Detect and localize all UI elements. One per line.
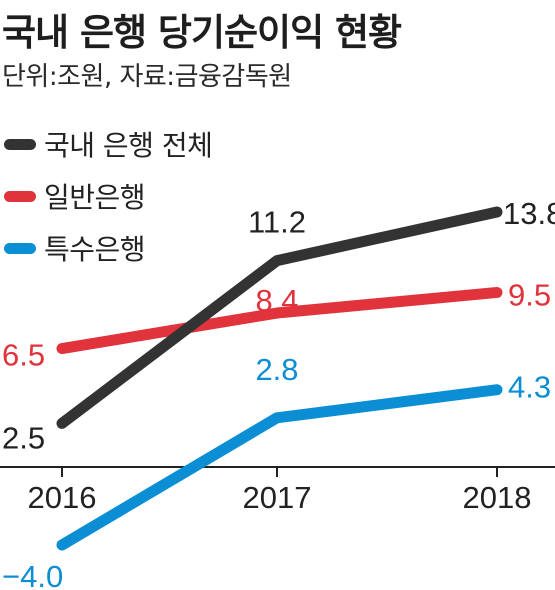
- data-label-general: 9.5: [508, 277, 551, 312]
- data-label-general: 8.4: [255, 283, 298, 318]
- data-label-total: 11.2: [248, 205, 306, 240]
- legend-item-total: 국내 은행 전체: [4, 118, 213, 170]
- legend-label-special: 특수은행: [44, 233, 146, 266]
- chart-subtitle: 단위:조원, 자료:금융감독원: [2, 62, 292, 92]
- legend-swatch-special: [4, 242, 36, 254]
- x-tick-label: 2016: [28, 480, 97, 515]
- data-label-special: −4.0: [2, 559, 63, 590]
- data-label-special: 2.8: [255, 352, 298, 387]
- data-label-total: 2.5: [2, 420, 45, 455]
- legend-swatch-total: [4, 138, 36, 150]
- data-label-total: 13.8: [503, 196, 555, 231]
- data-label-special: 4.3: [508, 370, 551, 405]
- series-line-special: [56, 384, 503, 551]
- x-tick-label: 2018: [463, 480, 532, 515]
- data-label-general: 6.5: [2, 338, 45, 373]
- legend: 국내 은행 전체 일반은행 특수은행: [4, 118, 213, 274]
- series-line-total: [56, 206, 503, 429]
- legend-item-general: 일반은행: [4, 170, 212, 222]
- legend-item-special: 특수은행: [4, 222, 212, 274]
- chart-title: 국내 은행 당기순이익 현황: [2, 11, 402, 54]
- legend-label-total: 국내 은행 전체: [44, 129, 213, 162]
- legend-label-general: 일반은행: [44, 181, 146, 214]
- x-tick-label: 2017: [243, 480, 312, 515]
- series-line-general: [56, 286, 503, 355]
- legend-swatch-general: [4, 190, 36, 202]
